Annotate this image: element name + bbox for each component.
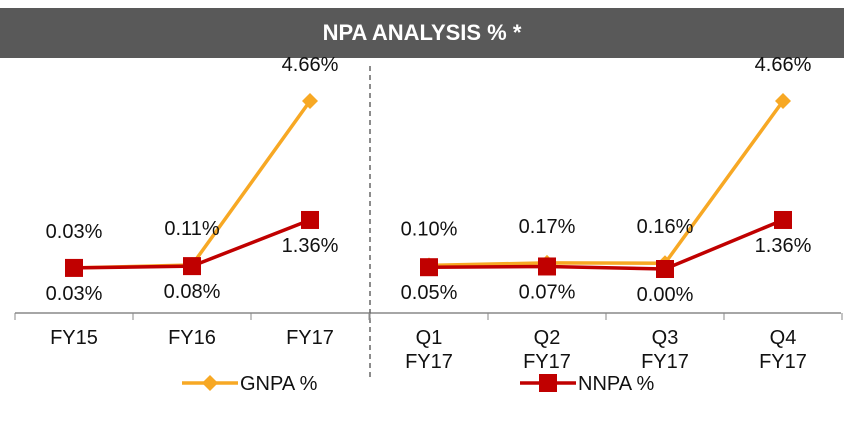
data-label: 0.07% [519,281,576,303]
marker-square [420,258,438,277]
marker-square [656,260,674,278]
data-label: 1.36% [282,235,339,257]
legend-label: NNPA % [578,373,655,395]
marker-diamond [775,93,791,109]
marker-square [65,258,83,277]
data-label: 0.16% [637,216,694,238]
legend-label: GNPA % [240,373,318,395]
x-tick-label: Q1 FY17 [405,327,453,373]
marker-square [538,257,556,276]
series-line [428,218,784,271]
series-line [73,99,312,270]
chart-title: NPA ANALYSIS % * [0,8,844,58]
marker-square [301,210,319,229]
marker-square [774,210,792,229]
data-label: 0.03% [46,221,103,243]
x-tick-label: Q2 FY17 [523,327,571,373]
x-tick-label: Q4 FY17 [759,327,807,373]
data-label: 1.36% [755,235,812,257]
legend-marker [202,375,218,391]
data-label: 0.10% [401,218,458,240]
data-label: 0.17% [519,216,576,238]
data-label: 4.66% [755,54,812,76]
x-tick-label: FY17 [286,327,334,349]
data-label: 0.11% [164,218,219,240]
data-label: 0.08% [164,281,221,303]
legend-marker [539,374,557,392]
series-line [428,99,785,268]
data-label: 0.05% [401,282,458,304]
data-label: 0.00% [637,284,694,306]
data-label: 0.03% [46,283,103,305]
data-label: 4.66% [282,54,339,76]
x-tick-label: Q3 FY17 [641,327,689,373]
marker-diamond [302,93,318,109]
marker-square [183,257,201,276]
x-tick-label: FY15 [50,327,98,349]
x-tick-label: FY16 [168,327,216,349]
